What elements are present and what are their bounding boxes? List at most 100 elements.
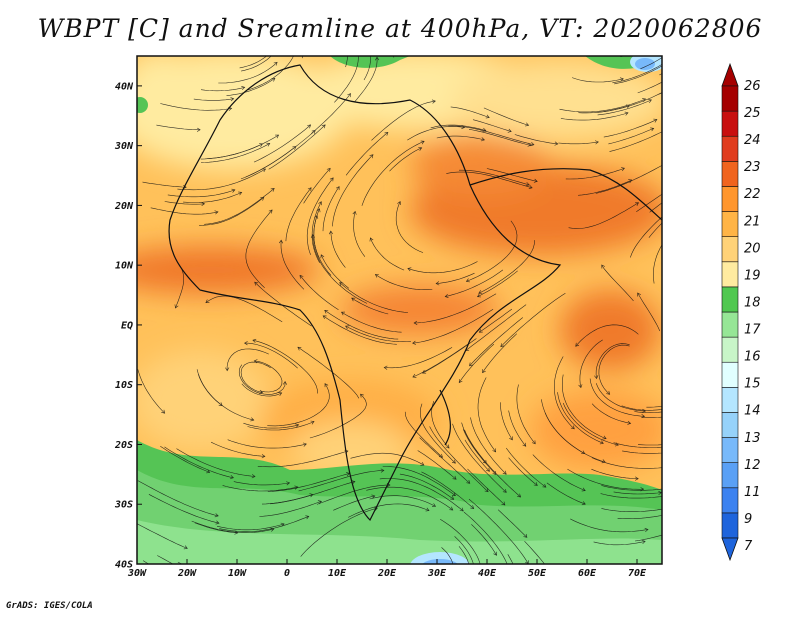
streamline [591, 457, 662, 469]
streamline-arrow [689, 508, 692, 512]
lat-tick-label: 40S [115, 560, 133, 571]
streamline [483, 107, 529, 126]
streamline [370, 237, 405, 271]
streamline-arrow [161, 409, 166, 414]
colorbar-label: 7 [744, 539, 753, 554]
streamline-arrow [627, 420, 632, 425]
streamline [589, 378, 645, 417]
streamline [463, 511, 508, 564]
streamline [227, 439, 307, 449]
colorbar: 7 9 11 12 13 14 15 16 17 18 19 20 21 22 23 24 25 26 [721, 62, 761, 562]
streamline-arrow [320, 254, 325, 259]
colorbar-swatch [721, 412, 739, 438]
streamline-arrow [282, 381, 287, 385]
streamline-arrow [371, 494, 376, 499]
map-title: WBPT [C] and Sreamline at 400hPa, VT: 20… [37, 14, 763, 43]
streamline [243, 422, 299, 429]
streamline-arrow [311, 6, 315, 9]
streamline-arrow [478, 328, 483, 333]
streamline [570, 518, 649, 533]
streamline [479, 308, 513, 333]
streamline-arrow [258, 143, 264, 147]
streamline [622, 450, 662, 454]
streamline [478, 240, 535, 294]
streamline-arrow [431, 595, 434, 599]
streamline [353, 211, 366, 257]
streamline-arrow [450, 495, 455, 500]
streamline [601, 508, 662, 512]
streamline [429, 426, 489, 492]
streamline [468, 498, 529, 564]
streamline [642, 416, 662, 418]
streamline [497, 509, 528, 538]
streamline [309, 393, 367, 439]
streamline-arrow [261, 454, 266, 459]
streamline-arrow [196, 127, 201, 132]
streamline [601, 485, 662, 491]
longitude-axis: 30W 20W 10W 0 10E 20E 30E 40E 50E 60E 70E [127, 559, 647, 579]
streamline [199, 197, 264, 226]
streamline [142, 181, 187, 188]
streamline-arrow [642, 408, 646, 413]
streamline-arrow [502, 470, 507, 475]
streamline [630, 216, 662, 258]
lat-tick-label: 20S [114, 440, 133, 451]
streamline [267, 383, 330, 427]
colorbar-swatch [721, 311, 739, 338]
streamline-arrow [435, 281, 440, 286]
streamline-arrow [278, 239, 284, 244]
streamline [454, 536, 474, 564]
streamline [322, 186, 340, 232]
streamline-arrow [352, 210, 357, 215]
streamline [431, 401, 450, 449]
streamline-arrow [697, 18, 700, 22]
streamline [137, 369, 165, 414]
streamline-arrow [271, 19, 274, 23]
streamline [339, 282, 409, 313]
streamline [417, 450, 457, 480]
streamline [348, 503, 430, 518]
streamline-arrow [214, 210, 219, 215]
streamline [316, 484, 391, 505]
streamline-arrow [542, 483, 547, 488]
streamline-arrow [422, 369, 427, 374]
streamline [156, 124, 201, 131]
colorbar-label: 21 [744, 214, 761, 229]
streamline [482, 333, 518, 373]
streamline [379, 478, 464, 512]
streamline-arrow [295, 423, 300, 428]
streamline-arrow [231, 188, 236, 193]
streamline-arrow [707, 63, 710, 66]
streamline [634, 534, 662, 542]
streamline [330, 231, 346, 268]
streamline-arrow [509, 436, 513, 441]
lon-tick-label: 40E [478, 568, 497, 579]
streamline-arrow [180, 583, 184, 586]
streamline-arrow [656, 38, 660, 41]
streamline [471, 524, 497, 556]
streamline-arrow [238, 191, 243, 196]
streamline-arrow [420, 461, 425, 466]
streamline [303, 168, 331, 204]
streamline [613, 491, 662, 495]
streamline-arrow [270, 527, 275, 532]
streamline [516, 384, 536, 444]
streamline-arrow [380, 468, 385, 473]
streamline-arrow [493, 551, 497, 556]
streamline-arrow [673, 85, 677, 88]
streamline [267, 473, 350, 492]
streamline [395, 201, 424, 253]
streamline-arrow [311, 130, 316, 134]
streamline [448, 125, 534, 145]
colorbar-label: 24 [744, 133, 761, 148]
streamline [194, 522, 238, 534]
streamline-arrow [476, 586, 479, 590]
streamline [614, 65, 662, 85]
streamline [450, 106, 490, 118]
streamline [177, 168, 266, 191]
colorbar-label: 11 [744, 485, 761, 500]
streamline [558, 141, 599, 145]
lon-tick-label: 60E [578, 568, 597, 579]
streamline [285, 187, 312, 242]
streamline-arrow [241, 86, 246, 91]
